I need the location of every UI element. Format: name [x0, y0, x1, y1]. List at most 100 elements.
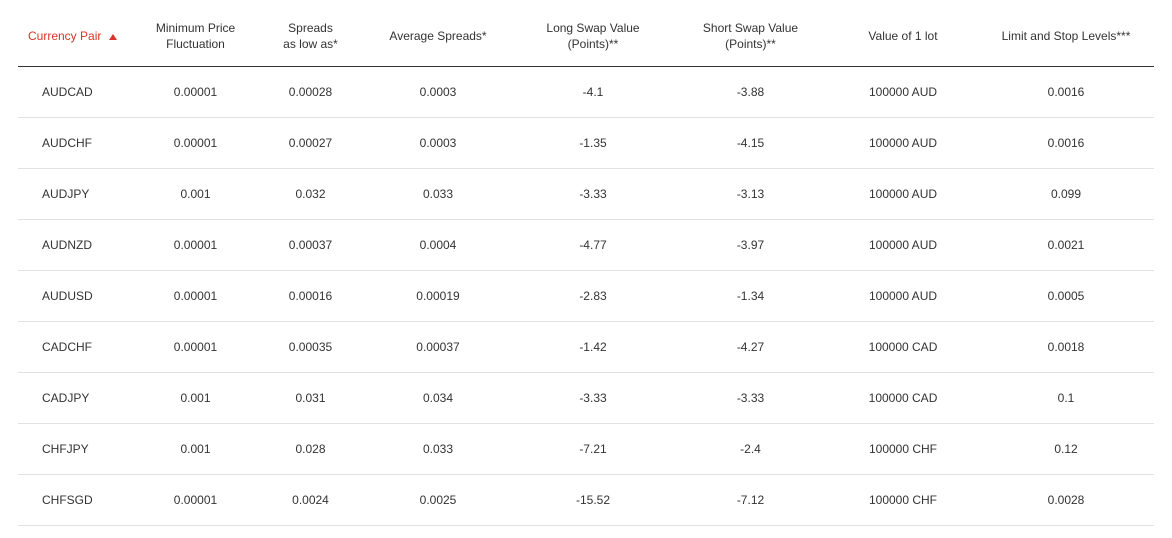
cell-short_swap: -4.27 — [673, 322, 828, 373]
cell-short_swap: -3.97 — [673, 220, 828, 271]
cell-long_swap: -3.33 — [513, 169, 673, 220]
cell-limit_stop: 0.1 — [978, 373, 1154, 424]
table-row: AUDCHF0.000010.000270.0003-1.35-4.151000… — [18, 118, 1154, 169]
cell-lot_value: 100000 AUD — [828, 169, 978, 220]
column-header-label: Short Swap Value(Points)** — [703, 21, 798, 51]
cell-min_fluct: 0.00001 — [133, 220, 258, 271]
cell-short_swap: -2.4 — [673, 424, 828, 475]
cell-min_fluct: 0.00001 — [133, 271, 258, 322]
cell-avg_spread: 0.00019 — [363, 271, 513, 322]
cell-lot_value: 100000 CAD — [828, 322, 978, 373]
cell-spread_low: 0.00027 — [258, 118, 363, 169]
column-header-long_swap[interactable]: Long Swap Value(Points)** — [513, 12, 673, 67]
column-header-pair[interactable]: Currency Pair — [18, 12, 133, 67]
cell-pair: CADJPY — [18, 373, 133, 424]
column-header-avg_spread[interactable]: Average Spreads* — [363, 12, 513, 67]
table-row: AUDJPY0.0010.0320.033-3.33-3.13100000 AU… — [18, 169, 1154, 220]
cell-limit_stop: 0.0028 — [978, 475, 1154, 526]
cell-limit_stop: 0.0021 — [978, 220, 1154, 271]
cell-long_swap: -4.77 — [513, 220, 673, 271]
column-header-label: Value of 1 lot — [868, 29, 937, 43]
cell-long_swap: -2.83 — [513, 271, 673, 322]
cell-pair: AUDJPY — [18, 169, 133, 220]
cell-min_fluct: 0.00001 — [133, 475, 258, 526]
cell-avg_spread: 0.033 — [363, 424, 513, 475]
cell-limit_stop: 0.099 — [978, 169, 1154, 220]
table-row: CADCHF0.000010.000350.00037-1.42-4.27100… — [18, 322, 1154, 373]
cell-pair: AUDNZD — [18, 220, 133, 271]
column-header-label: Currency Pair — [28, 29, 101, 43]
cell-min_fluct: 0.00001 — [133, 67, 258, 118]
cell-short_swap: -7.12 — [673, 475, 828, 526]
cell-lot_value: 100000 CAD — [828, 373, 978, 424]
cell-avg_spread: 0.0004 — [363, 220, 513, 271]
cell-avg_spread: 0.0003 — [363, 67, 513, 118]
cell-spread_low: 0.0024 — [258, 475, 363, 526]
cell-short_swap: -4.15 — [673, 118, 828, 169]
cell-limit_stop: 0.0016 — [978, 118, 1154, 169]
cell-limit_stop: 0.0018 — [978, 322, 1154, 373]
cell-spread_low: 0.00016 — [258, 271, 363, 322]
cell-min_fluct: 0.001 — [133, 424, 258, 475]
column-header-lot_value[interactable]: Value of 1 lot — [828, 12, 978, 67]
cell-short_swap: -1.34 — [673, 271, 828, 322]
cell-long_swap: -1.42 — [513, 322, 673, 373]
cell-limit_stop: 0.0005 — [978, 271, 1154, 322]
cell-pair: AUDCHF — [18, 118, 133, 169]
cell-min_fluct: 0.001 — [133, 169, 258, 220]
cell-min_fluct: 0.00001 — [133, 118, 258, 169]
cell-limit_stop: 0.0016 — [978, 67, 1154, 118]
cell-lot_value: 100000 AUD — [828, 220, 978, 271]
cell-pair: CHFJPY — [18, 424, 133, 475]
cell-avg_spread: 0.033 — [363, 169, 513, 220]
cell-spread_low: 0.00035 — [258, 322, 363, 373]
cell-min_fluct: 0.00001 — [133, 322, 258, 373]
cell-long_swap: -1.35 — [513, 118, 673, 169]
cell-min_fluct: 0.001 — [133, 373, 258, 424]
cell-long_swap: -3.33 — [513, 373, 673, 424]
table-row: CHFJPY0.0010.0280.033-7.21-2.4100000 CHF… — [18, 424, 1154, 475]
table-header: Currency Pair Minimum PriceFluctuation Spr… — [18, 12, 1154, 67]
column-header-spread_low[interactable]: Spreadsas low as* — [258, 12, 363, 67]
column-header-limit_stop[interactable]: Limit and Stop Levels*** — [978, 12, 1154, 67]
cell-lot_value: 100000 CHF — [828, 424, 978, 475]
cell-lot_value: 100000 CHF — [828, 475, 978, 526]
cell-spread_low: 0.028 — [258, 424, 363, 475]
table-row: CHFSGD0.000010.00240.0025-15.52-7.121000… — [18, 475, 1154, 526]
cell-pair: CADCHF — [18, 322, 133, 373]
cell-pair: AUDUSD — [18, 271, 133, 322]
table-row: AUDCAD0.000010.000280.0003-4.1-3.8810000… — [18, 67, 1154, 118]
forex-spreads-table: Currency Pair Minimum PriceFluctuation Spr… — [18, 12, 1154, 526]
cell-long_swap: -4.1 — [513, 67, 673, 118]
cell-spread_low: 0.032 — [258, 169, 363, 220]
cell-long_swap: -7.21 — [513, 424, 673, 475]
cell-avg_spread: 0.034 — [363, 373, 513, 424]
column-header-label: Limit and Stop Levels*** — [1002, 29, 1131, 43]
column-header-label: Long Swap Value(Points)** — [546, 21, 639, 51]
cell-long_swap: -15.52 — [513, 475, 673, 526]
table-row: AUDNZD0.000010.000370.0004-4.77-3.971000… — [18, 220, 1154, 271]
cell-pair: CHFSGD — [18, 475, 133, 526]
column-header-label: Spreadsas low as* — [283, 21, 338, 51]
cell-spread_low: 0.00037 — [258, 220, 363, 271]
cell-lot_value: 100000 AUD — [828, 67, 978, 118]
cell-avg_spread: 0.00037 — [363, 322, 513, 373]
cell-short_swap: -3.88 — [673, 67, 828, 118]
sort-asc-icon — [109, 34, 117, 40]
table-row: AUDUSD0.000010.000160.00019-2.83-1.34100… — [18, 271, 1154, 322]
cell-spread_low: 0.00028 — [258, 67, 363, 118]
column-header-label: Average Spreads* — [389, 29, 486, 43]
column-header-short_swap[interactable]: Short Swap Value(Points)** — [673, 12, 828, 67]
cell-spread_low: 0.031 — [258, 373, 363, 424]
column-header-min_fluct[interactable]: Minimum PriceFluctuation — [133, 12, 258, 67]
cell-limit_stop: 0.12 — [978, 424, 1154, 475]
table-row: CADJPY0.0010.0310.034-3.33-3.33100000 CA… — [18, 373, 1154, 424]
cell-avg_spread: 0.0025 — [363, 475, 513, 526]
cell-short_swap: -3.33 — [673, 373, 828, 424]
cell-avg_spread: 0.0003 — [363, 118, 513, 169]
table-body: AUDCAD0.000010.000280.0003-4.1-3.8810000… — [18, 67, 1154, 526]
column-header-label: Minimum PriceFluctuation — [156, 21, 235, 51]
cell-lot_value: 100000 AUD — [828, 271, 978, 322]
cell-pair: AUDCAD — [18, 67, 133, 118]
cell-lot_value: 100000 AUD — [828, 118, 978, 169]
